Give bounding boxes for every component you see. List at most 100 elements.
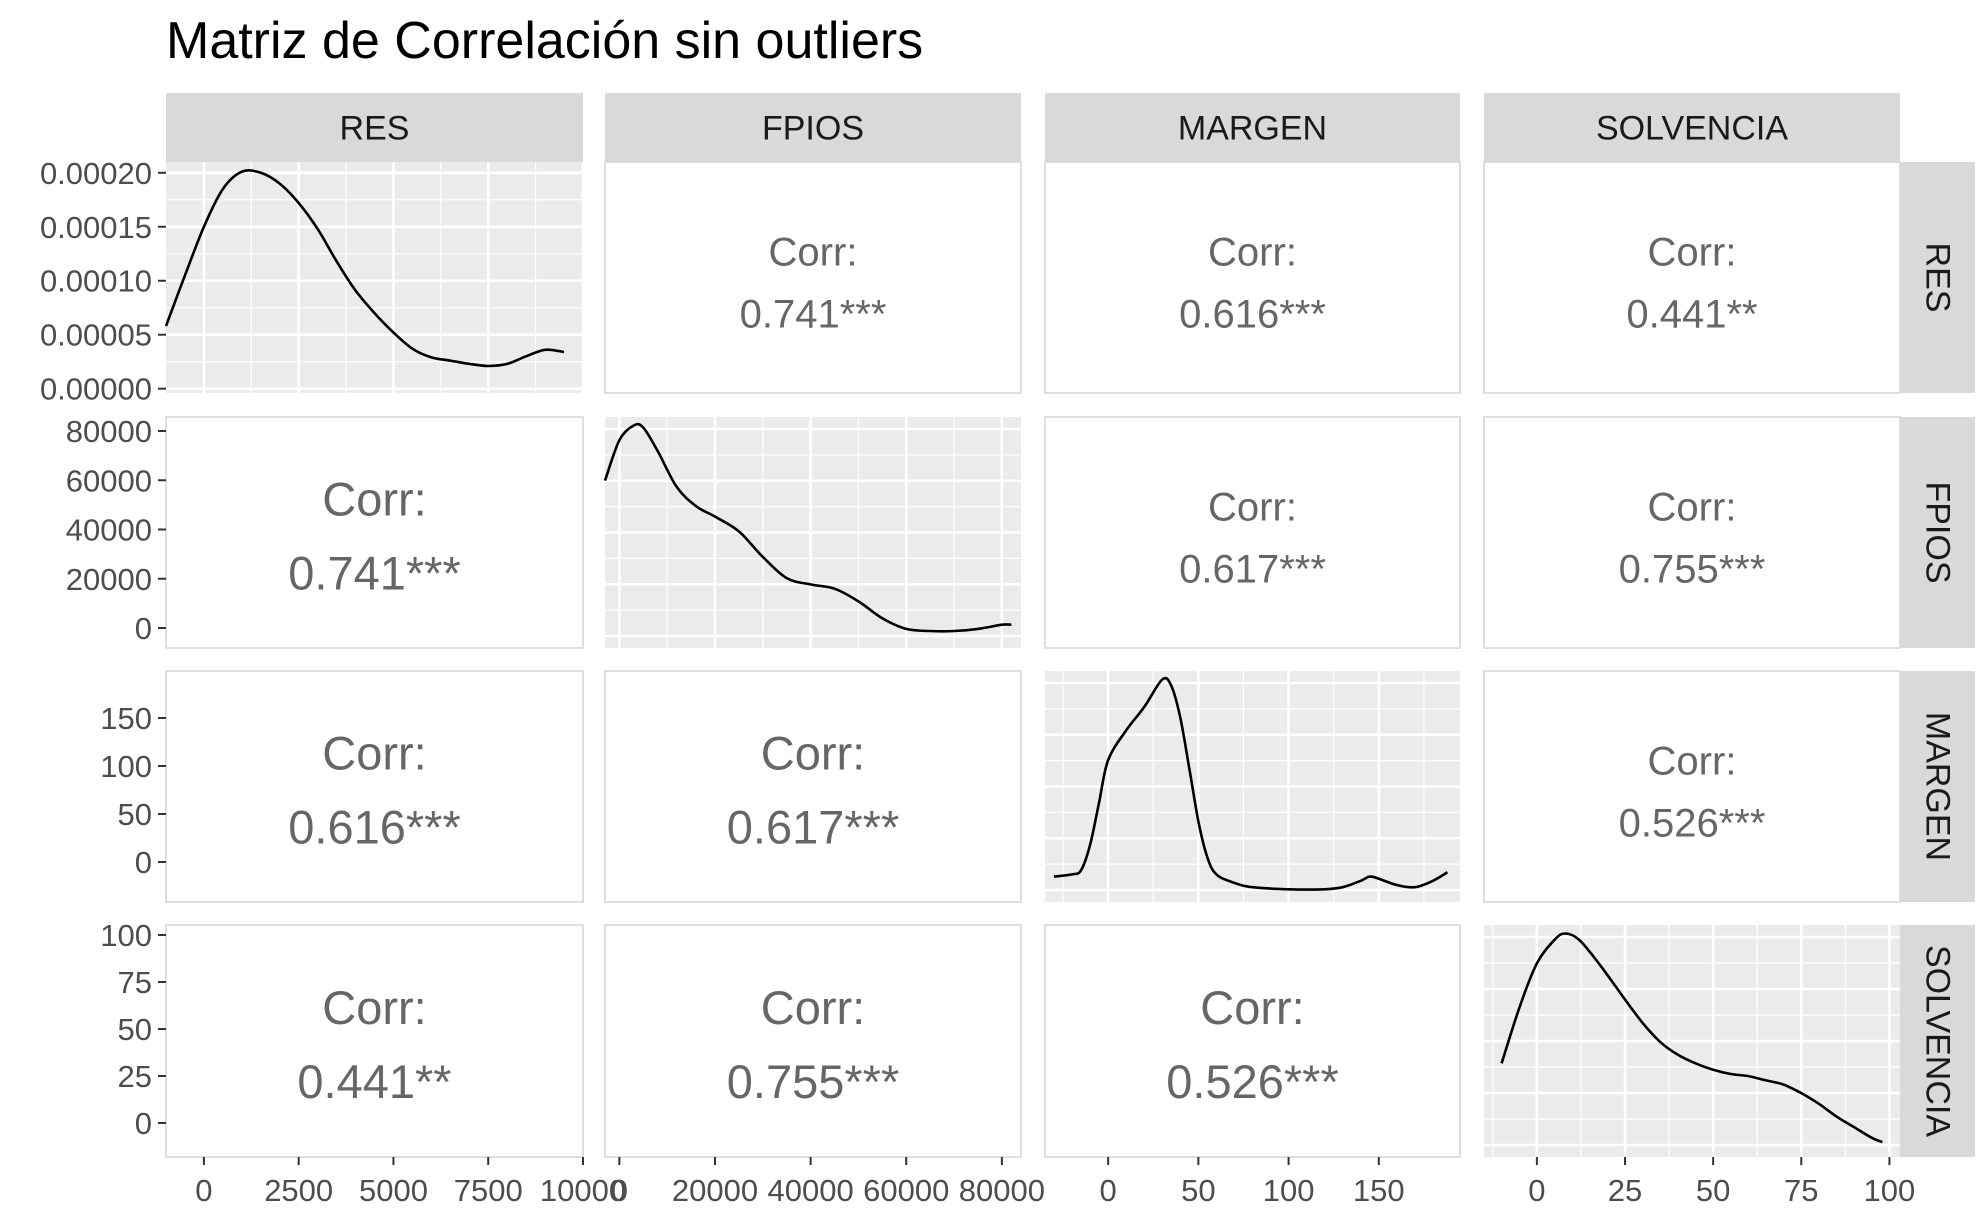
y-tick-label: 0.00015 <box>40 210 152 245</box>
density-curve-solvencia <box>1500 932 1883 1144</box>
panel-background <box>604 161 1022 394</box>
panel-background <box>165 924 584 1158</box>
chart-title: Matriz de Correlación sin outliers <box>166 12 923 70</box>
panel-solvencia-margen: Corr: 0.526*** <box>1044 924 1461 1158</box>
x-tick-label: 20000 <box>672 1173 758 1208</box>
panel-background <box>604 924 1022 1158</box>
corr-label: Corr: <box>769 231 858 275</box>
y-tick-label: 0.00020 <box>40 156 152 191</box>
panel-margen-margen <box>1045 671 1460 902</box>
panel-background <box>1483 161 1901 394</box>
panel-res-res <box>164 162 585 393</box>
strip-top-solvencia <box>1484 93 1900 162</box>
panels-layer: Corr:0.741***Corr:0.616***Corr:0.441**Co… <box>40 93 1975 1208</box>
corr-label: Corr: <box>322 981 426 1034</box>
corr-value: 0.441** <box>1626 293 1757 337</box>
x-tick-label: 150 <box>1353 1173 1405 1208</box>
panel-fpios-res: Corr: 0.741*** <box>165 416 584 649</box>
y-tick-label: 80000 <box>66 414 152 449</box>
panel-background <box>166 162 583 393</box>
strip-label-top-margen: MARGEN <box>1178 110 1327 148</box>
x-tick-label: 100 <box>1263 1173 1315 1208</box>
corr-label: Corr: <box>1648 740 1737 784</box>
strip-label-right-res: RES <box>1919 243 1957 313</box>
x-tick-label: 5000 <box>359 1173 428 1208</box>
panel-res-solvencia: Corr: 0.441** <box>1483 161 1901 394</box>
x-tick-label: 25 <box>1608 1173 1642 1208</box>
corr-label: Corr: <box>1648 486 1737 530</box>
corr-label: Corr: <box>761 981 865 1034</box>
panel-background <box>1483 416 1901 649</box>
panel-background <box>1483 670 1901 903</box>
panel-fpios-solvencia: Corr: 0.755*** <box>1483 416 1901 649</box>
x-tick-label: 75 <box>1784 1173 1818 1208</box>
y-tick-label: 0.00005 <box>40 318 152 353</box>
panel-margen-solvencia: Corr: 0.526*** <box>1483 670 1901 903</box>
panel-background <box>165 416 584 649</box>
x-tick-label: 10000 <box>540 1173 626 1208</box>
corr-label: Corr: <box>1208 231 1297 275</box>
corr-value: 0.616*** <box>288 801 461 854</box>
strip-right-fpios <box>1900 417 1975 648</box>
panel-solvencia-fpios: Corr: 0.755*** <box>604 924 1022 1158</box>
y-tick-label: 25 <box>118 1059 152 1094</box>
x-tick-label: 0 <box>611 1173 628 1208</box>
corr-label: Corr: <box>322 473 426 526</box>
y-tick-label: 0 <box>135 1106 152 1141</box>
panel-solvencia-res: Corr: 0.441** <box>165 924 584 1158</box>
corr-value: 0.617*** <box>727 801 900 854</box>
panel-res-margen: Corr: 0.616*** <box>1044 161 1461 394</box>
y-tick-label: 60000 <box>66 463 152 498</box>
y-tick-label: 20000 <box>66 562 152 597</box>
strip-top-margen <box>1045 93 1460 162</box>
strip-label-top-res: RES <box>340 110 410 148</box>
strip-right-solvencia <box>1900 925 1975 1157</box>
x-tick-label: 80000 <box>959 1173 1045 1208</box>
density-curve-fpios <box>603 422 1012 633</box>
panel-background <box>1044 924 1461 1158</box>
x-tick-label: 0 <box>195 1173 212 1208</box>
x-tick-label: 50 <box>1696 1173 1730 1208</box>
y-tick-label: 50 <box>118 1012 152 1047</box>
strip-label-right-fpios: FPIOS <box>1919 481 1957 583</box>
panel-margen-res: Corr: 0.616*** <box>165 670 584 903</box>
panel-fpios-margen: Corr: 0.617*** <box>1044 416 1461 649</box>
x-tick-label: 0 <box>1100 1173 1117 1208</box>
strip-top-res <box>166 93 583 162</box>
y-tick-label: 0.00010 <box>40 264 152 299</box>
panel-fpios-fpios <box>603 417 1021 648</box>
corr-label: Corr: <box>1200 981 1304 1034</box>
x-tick-label: 50 <box>1181 1173 1215 1208</box>
strip-right-res <box>1900 162 1975 393</box>
x-tick-label: 2500 <box>264 1173 333 1208</box>
panel-solvencia-solvencia <box>1484 925 1900 1157</box>
x-tick-label: 7500 <box>454 1173 523 1208</box>
corr-label: Corr: <box>1648 231 1737 275</box>
x-tick-label: 40000 <box>767 1173 853 1208</box>
strip-right-margen <box>1900 671 1975 902</box>
y-tick-label: 75 <box>118 965 152 1000</box>
corr-value: 0.741*** <box>288 547 461 600</box>
corr-value: 0.526*** <box>1619 802 1766 846</box>
y-tick-label: 100 <box>100 749 152 784</box>
corr-value: 0.755*** <box>1619 548 1766 592</box>
corr-value: 0.441** <box>297 1055 451 1108</box>
strip-label-top-solvencia: SOLVENCIA <box>1596 110 1788 148</box>
density-curve-res <box>164 169 565 368</box>
y-tick-label: 0 <box>135 611 152 646</box>
panel-margen-fpios: Corr: 0.617*** <box>604 670 1022 903</box>
panel-background <box>165 670 584 903</box>
corr-value: 0.616*** <box>1179 293 1326 337</box>
corr-value: 0.526*** <box>1166 1055 1339 1108</box>
y-tick-label: 0 <box>135 845 152 880</box>
strip-label-right-solvencia: SOLVENCIA <box>1919 945 1957 1137</box>
corr-label: Corr: <box>1208 486 1297 530</box>
corr-value: 0.617*** <box>1179 548 1326 592</box>
panel-res-fpios: Corr: 0.741*** <box>604 161 1022 394</box>
panel-background <box>604 670 1022 903</box>
corr-label: Corr: <box>322 727 426 780</box>
x-tick-label: 60000 <box>863 1173 949 1208</box>
panel-background <box>1044 161 1461 394</box>
